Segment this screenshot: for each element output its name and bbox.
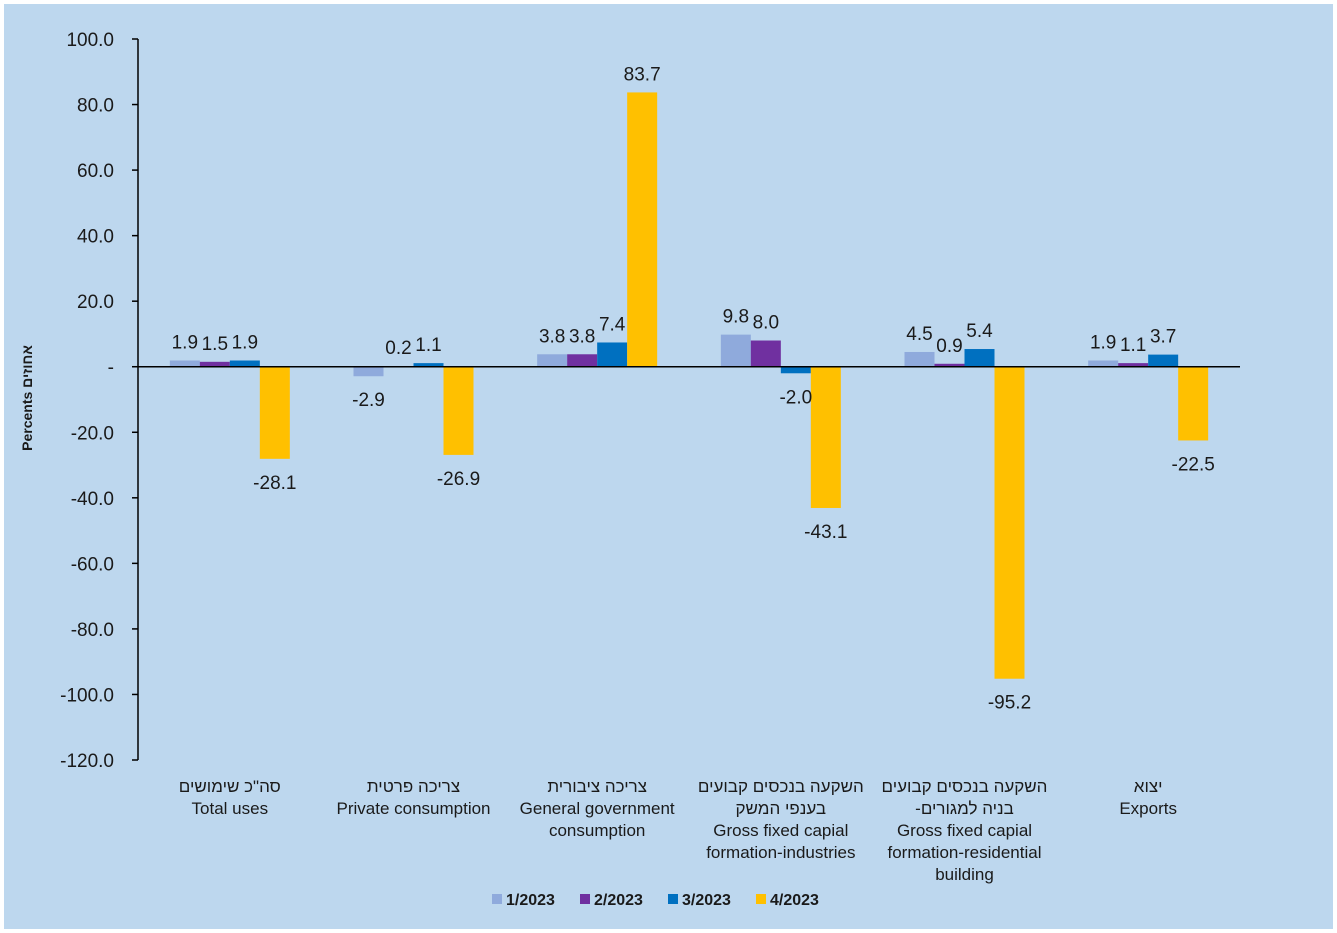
bar-1-2023-cat-3 <box>720 334 751 367</box>
data-label: 1.1 <box>415 335 441 356</box>
data-label: -43.1 <box>804 522 847 543</box>
data-label: -28.1 <box>253 473 296 494</box>
legend-label: 4/2023 <box>770 892 819 909</box>
y-axis: 100.0 80.0 60.0 40.0 20.0 - -20.0 -40.0 -60.0 -80… <box>60 30 138 772</box>
bar-1-2023-cat-5 <box>1088 360 1119 367</box>
category-label: צריכה פרטית Private consumption <box>336 777 490 818</box>
bar-3-2023-cat-1 <box>413 363 444 367</box>
legend-swatch <box>756 894 766 904</box>
y-tick-label: -40.0 <box>71 489 114 510</box>
data-label: 7.4 <box>599 314 626 335</box>
data-label: -2.0 <box>779 387 812 408</box>
legend-swatch <box>580 894 590 904</box>
bar-4-2023-cat-4 <box>994 366 1025 679</box>
data-label: 0.2 <box>385 338 411 359</box>
y-axis-title: Percents אחוזים <box>19 345 35 451</box>
bar-2-2023-cat-4 <box>934 363 965 367</box>
data-label: 9.8 <box>723 307 749 328</box>
bar-2-2023-cat-5 <box>1118 363 1149 367</box>
bar-2-2023-cat-2 <box>567 354 598 367</box>
y-tick-label: -60.0 <box>71 554 114 575</box>
y-tick-label: 100.0 <box>66 30 114 51</box>
data-label: -22.5 <box>1172 454 1215 475</box>
legend-label: 3/2023 <box>682 892 731 909</box>
data-label: 1.5 <box>202 334 228 355</box>
bar-1-2023-cat-1 <box>353 366 384 377</box>
category-label: השקעה בנכסים קבועים בענפי המשק Gross fixed… <box>698 777 864 862</box>
data-labels: 1.9-2.93.89.84.5 1.91.5 0.23.88.00.9 1.11.9… <box>172 64 1215 713</box>
bar-1-2023-cat-2 <box>537 354 568 367</box>
bar-4-2023-cat-1 <box>443 366 474 455</box>
data-label: 83.7 <box>624 64 661 85</box>
category-label: השקעה בנכסים קבועים -בניה למגורים Gross fi… <box>882 777 1048 884</box>
bar-4-2023-cat-3 <box>810 366 841 508</box>
category-label: יצוא Exports <box>1119 777 1177 818</box>
y-tick-label: -80.0 <box>71 620 114 641</box>
y-tick-label: 60.0 <box>77 161 114 182</box>
data-label: 1.9 <box>1090 333 1116 354</box>
bar-3-2023-cat-2 <box>597 342 628 367</box>
bars <box>169 92 1209 679</box>
category-label: סה"כ שימושים Total uses <box>179 777 281 818</box>
bar-3-2023-cat-0 <box>229 360 260 367</box>
bar-1-2023-cat-4 <box>904 351 935 367</box>
data-label: 0.9 <box>936 336 962 357</box>
legend-swatch <box>668 894 678 904</box>
y-tick-label: 40.0 <box>77 227 114 248</box>
category-label: צריכה ציבורית General government consumpti… <box>520 777 675 840</box>
y-tick-label: -100.0 <box>60 685 114 706</box>
y-tick-label: 80.0 <box>77 96 114 117</box>
y-tick-label: -20.0 <box>71 423 114 444</box>
bar-3-2023-cat-4 <box>964 349 995 367</box>
chart-background <box>4 4 1333 929</box>
data-label: 1.9 <box>172 333 198 354</box>
bar-1-2023-cat-0 <box>169 360 200 367</box>
data-label: 3.8 <box>539 326 565 347</box>
data-label: 1.1 <box>1120 335 1146 356</box>
legend-label: 2/2023 <box>594 892 643 909</box>
data-label: 8.0 <box>753 313 779 334</box>
bar-3-2023-cat-3 <box>780 366 811 374</box>
data-label: 3.8 <box>569 326 595 347</box>
data-label: 3.7 <box>1150 327 1176 348</box>
data-label: 4.5 <box>906 324 932 345</box>
y-tick-label: - <box>108 358 114 379</box>
data-label: 5.4 <box>966 321 993 342</box>
bar-2-2023-cat-0 <box>199 361 230 367</box>
axes <box>137 39 1240 760</box>
category-labels: סה"כ שימושים Total uses צריכה פרטית Private… <box>179 777 1177 884</box>
y-tick-label: -120.0 <box>60 751 114 772</box>
legend-swatch <box>492 894 502 904</box>
bar-4-2023-cat-5 <box>1178 366 1209 441</box>
bar-4-2023-cat-2 <box>627 92 658 367</box>
data-label: 1.9 <box>232 333 258 354</box>
bar-2-2023-cat-3 <box>750 340 781 367</box>
data-label: -95.2 <box>988 693 1031 714</box>
legend: 1/2023 2/2023 3/2023 4/2023 <box>492 892 819 909</box>
data-label: -26.9 <box>437 469 480 490</box>
y-tick-label: 20.0 <box>77 292 114 313</box>
data-label: -2.9 <box>352 390 385 411</box>
bar-4-2023-cat-0 <box>259 366 290 459</box>
bar-3-2023-cat-5 <box>1148 354 1179 367</box>
legend-label: 1/2023 <box>506 892 555 909</box>
